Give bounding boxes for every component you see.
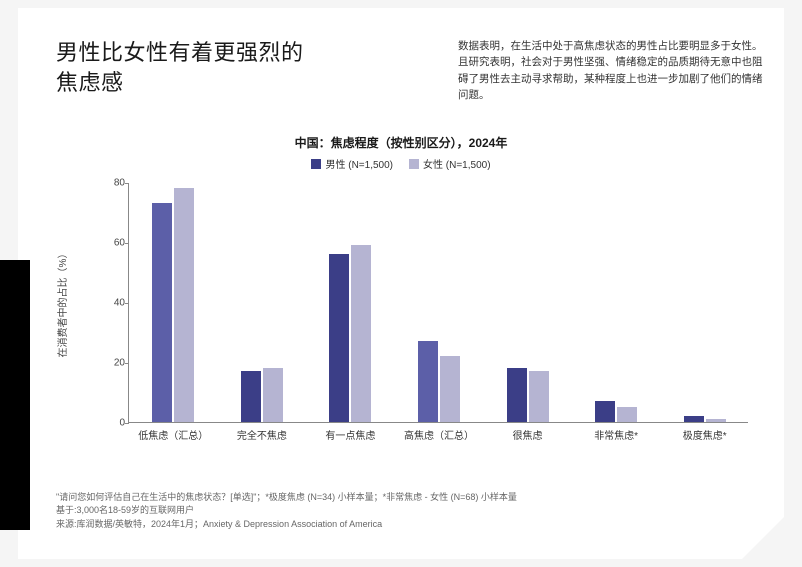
y-axis-label: 在消费者中的占比（%） [54, 249, 69, 358]
x-tick-label: 非常焦虑* [576, 427, 656, 442]
y-tick-mark [125, 423, 129, 424]
y-tick-mark [125, 303, 129, 304]
y-tick-mark [125, 243, 129, 244]
chart-title: 中国：焦虑程度（按性别区分），2024年 [18, 134, 784, 151]
y-tick-mark [125, 183, 129, 184]
bar-female [529, 371, 549, 422]
footnote-line-2: 基于:3,000名18-59岁的互联网用户 [56, 504, 517, 518]
legend-swatch-male [311, 159, 321, 169]
title-line-1: 男性比女性有着更强烈的 [56, 40, 304, 65]
x-tick-label: 高焦虑（汇总） [399, 427, 479, 442]
page-title: 男性比女性有着更强烈的 焦虑感 [56, 38, 304, 97]
description-text: 数据表明，在生活中处于高焦虑状态的男性占比要明显多于女性。且研究表明，社会对于男… [458, 38, 768, 103]
x-tick-label: 低焦虑（汇总） [133, 427, 213, 442]
bar-female [174, 188, 194, 422]
bar-male [418, 341, 438, 422]
x-tick-label: 很焦虑 [488, 427, 568, 442]
slide: 男性比女性有着更强烈的 焦虑感 数据表明，在生活中处于高焦虑状态的男性占比要明显… [18, 8, 784, 559]
bar-female [617, 407, 637, 422]
bar-male [241, 371, 261, 422]
bar-male [152, 203, 172, 422]
x-tick-label: 有一点焦虑 [310, 427, 390, 442]
chart-plot: 020406080低焦虑（汇总）完全不焦虑有一点焦虑高焦虑（汇总）很焦虑非常焦虑… [128, 183, 748, 423]
footnote-line-3: 来源:库润数据/英敏特，2024年1月；Anxiety & Depression… [56, 518, 517, 532]
y-tick-mark [125, 363, 129, 364]
bar-male [507, 368, 527, 422]
accent-bar [0, 260, 30, 530]
bar-male [329, 254, 349, 422]
bar-female [706, 419, 726, 422]
footnote-line-1: "请问您如何评估自己在生活中的焦虑状态？[单选]"；*极度焦虑 (N=34) 小… [56, 491, 517, 505]
legend-swatch-female [409, 159, 419, 169]
y-tick-label: 40 [101, 298, 125, 309]
y-tick-label: 60 [101, 238, 125, 249]
bar-female [440, 356, 460, 422]
chart-legend: 男性 (N=1,500) 女性 (N=1,500) [18, 156, 784, 171]
x-tick-label: 完全不焦虑 [222, 427, 302, 442]
bar-male [684, 416, 704, 422]
bar-female [263, 368, 283, 422]
legend-label-male: 男性 (N=1,500) [325, 156, 393, 171]
bar-female [351, 245, 371, 422]
corner-cut [742, 517, 784, 559]
legend-item-male: 男性 (N=1,500) [311, 156, 393, 171]
title-line-2: 焦虑感 [56, 70, 124, 95]
legend-label-female: 女性 (N=1,500) [423, 156, 491, 171]
y-tick-label: 0 [101, 418, 125, 429]
bar-male [595, 401, 615, 422]
y-tick-label: 20 [101, 358, 125, 369]
footnote: "请问您如何评估自己在生活中的焦虑状态？[单选]"；*极度焦虑 (N=34) 小… [56, 491, 517, 532]
chart-area: 在消费者中的占比（%） 020406080低焦虑（汇总）完全不焦虑有一点焦虑高焦… [108, 183, 748, 443]
x-tick-label: 极度焦虑* [665, 427, 745, 442]
y-tick-label: 80 [101, 178, 125, 189]
legend-item-female: 女性 (N=1,500) [409, 156, 491, 171]
